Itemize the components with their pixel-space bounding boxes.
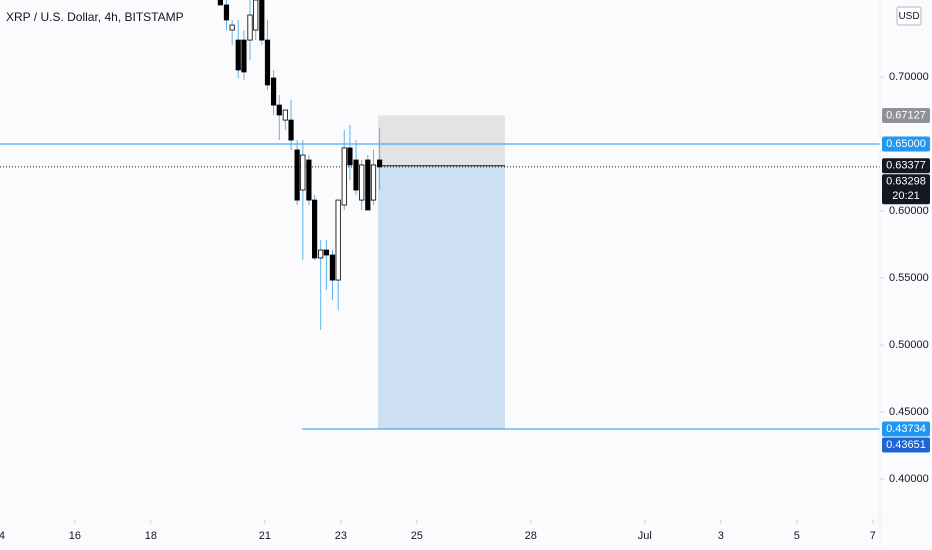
candle-body: [247, 14, 253, 41]
stop-zone: [378, 115, 505, 166]
price-badge: [882, 108, 930, 124]
y-tick-label: 0.70000: [889, 71, 929, 83]
candle-body: [359, 164, 365, 201]
candle-body: [306, 159, 312, 201]
candle-body: [329, 254, 336, 281]
candle-body: [341, 147, 347, 206]
price-badge-label: 0.63298: [886, 176, 926, 188]
price-badge: [882, 437, 930, 453]
x-tick-label: 3: [718, 530, 724, 542]
price-badge: [882, 158, 930, 174]
currency-label[interactable]: USD: [898, 11, 919, 22]
x-tick-label: 21: [259, 530, 271, 542]
price-badge: [882, 136, 930, 152]
candle-body: [294, 149, 300, 201]
candle-body: [276, 104, 282, 116]
candle-body: [318, 249, 324, 259]
y-tick-label: 0.55000: [889, 272, 929, 284]
candle-body: [370, 164, 377, 201]
x-tick-label: 14: [0, 530, 5, 542]
candle-body: [223, 4, 230, 21]
target-zone: [378, 165, 505, 430]
x-tick-label: 23: [335, 530, 347, 542]
x-tick-label: Jul: [638, 530, 652, 542]
candle-body: [241, 39, 247, 73]
candle-body: [264, 39, 271, 86]
candle-body: [300, 154, 306, 191]
candle-body: [288, 119, 294, 141]
price-badge-label: 0.43734: [886, 423, 926, 435]
x-tick-label: 5: [794, 530, 800, 542]
candle-body: [253, 0, 259, 31]
price-badge-label: 0.63377: [886, 160, 926, 172]
countdown-label: 20:21: [892, 190, 920, 202]
candle-body: [235, 39, 241, 71]
x-tick-label: 18: [145, 530, 157, 542]
y-tick-label: 0.40000: [889, 473, 929, 485]
price-badge: [882, 174, 930, 205]
price-badge-label: 0.43651: [886, 439, 926, 451]
price-badge-label: 0.67127: [886, 109, 926, 121]
candle-body: [259, 0, 265, 41]
price-badge: [882, 421, 930, 437]
candle-body: [217, 0, 223, 6]
candle-body: [229, 24, 235, 31]
y-tick-label: 0.45000: [889, 406, 929, 418]
candle-body: [270, 77, 277, 106]
x-tick-label: 7: [870, 530, 876, 542]
candle-body: [353, 159, 359, 191]
plot-area: [0, 0, 880, 430]
candle-body: [335, 199, 341, 281]
candle-body: [323, 249, 329, 256]
price-badge-label: 0.65000: [886, 138, 926, 150]
currency-box[interactable]: [896, 6, 922, 26]
x-tick-label: 16: [69, 530, 81, 542]
x-tick-label: 28: [525, 530, 537, 542]
candle-body: [365, 159, 371, 211]
candle-body: [376, 159, 383, 168]
y-tick-label: 0.50000: [889, 339, 929, 351]
candle-body: [312, 199, 318, 259]
chart-title: XRP / U.S. Dollar, 4h, BITSTAMP: [6, 10, 184, 24]
candle-body: [282, 109, 288, 121]
x-tick-label: 25: [411, 530, 423, 542]
y-tick-label: 0.60000: [889, 205, 929, 217]
candle-body: [347, 147, 353, 166]
